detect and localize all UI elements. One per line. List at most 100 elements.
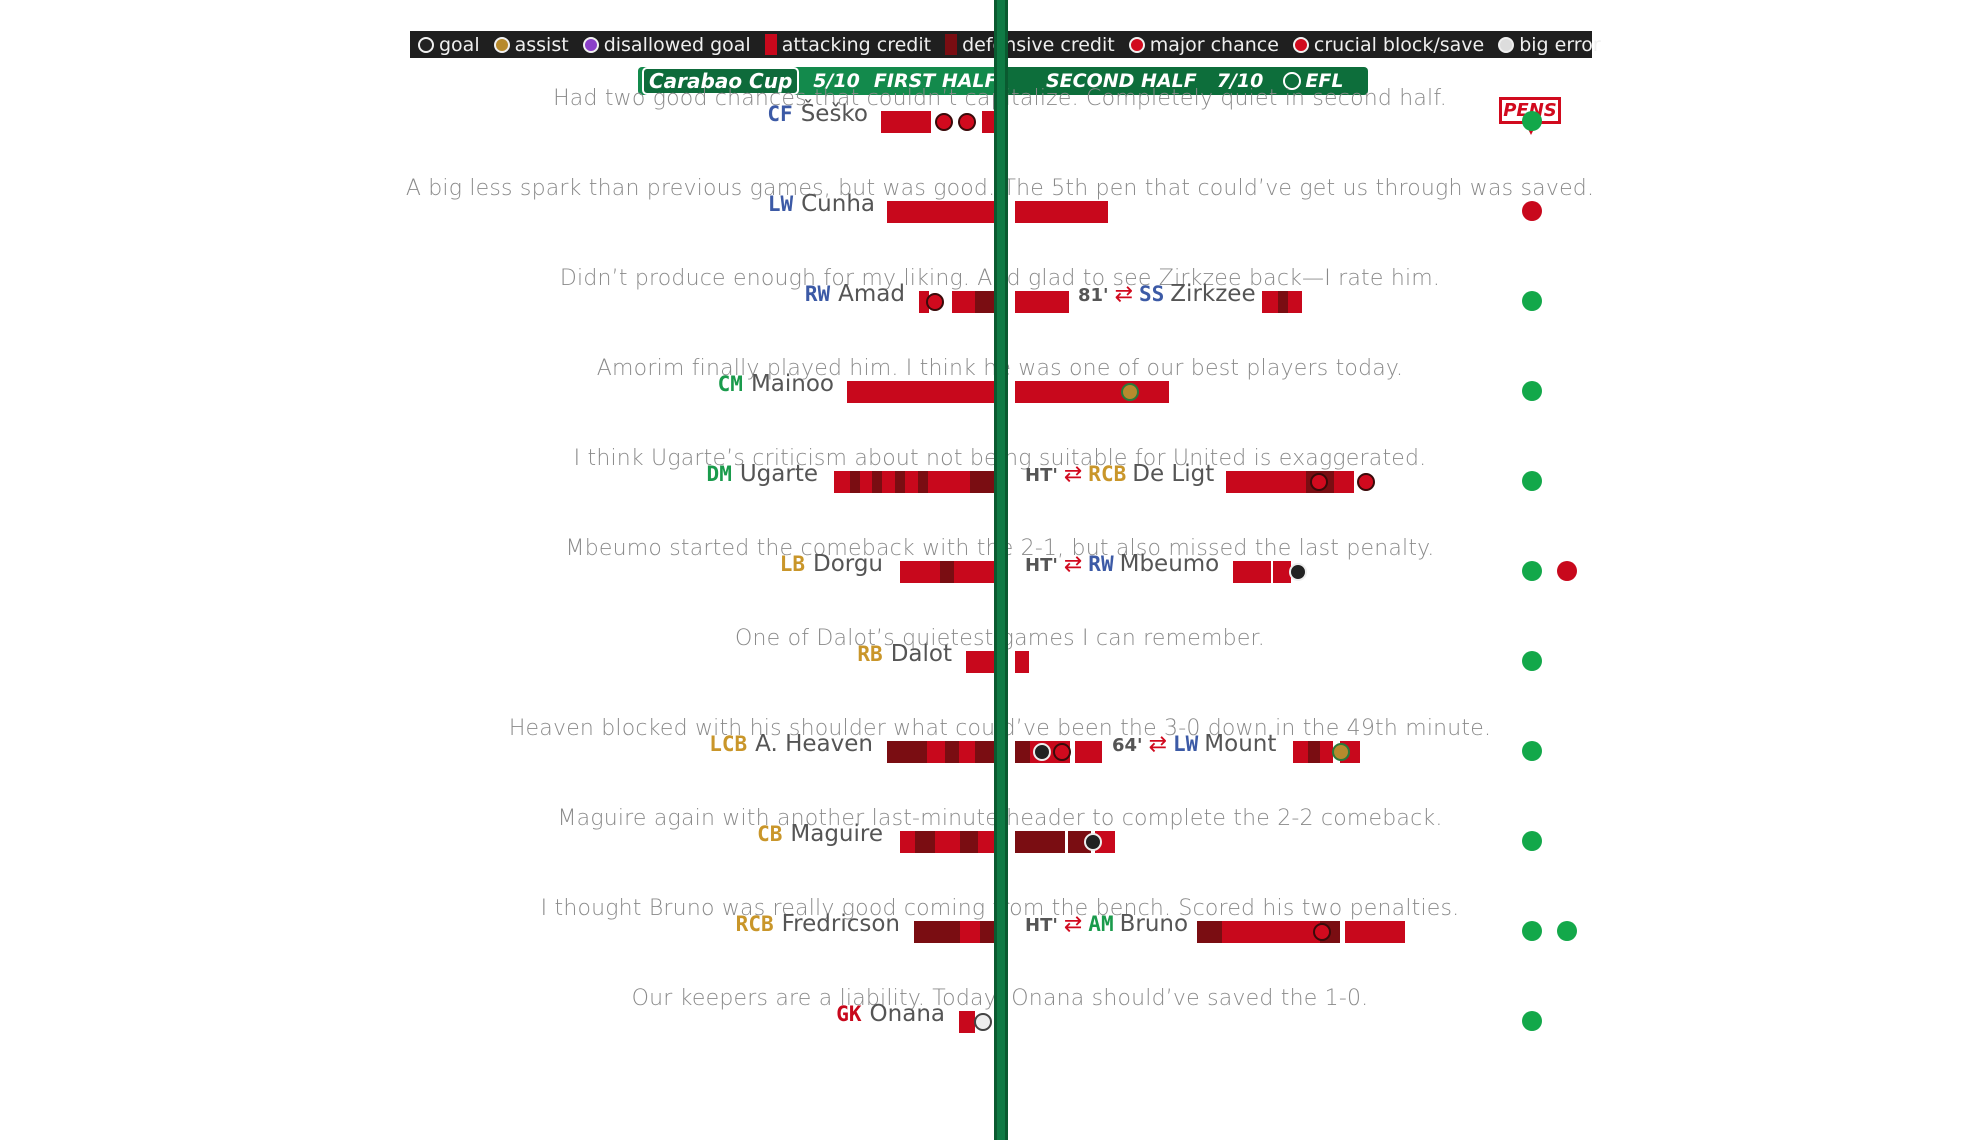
- attacking-credit-bar: [1143, 381, 1169, 403]
- player-position: CB: [757, 822, 783, 846]
- substitution: 81' ⇄ SS Zirkzee: [1078, 281, 1256, 307]
- attacking-credit-swatch: [764, 34, 777, 55]
- player-name-group: RW Amad: [805, 281, 905, 307]
- defensive-credit-bar: [1278, 291, 1288, 313]
- defensive-credit-bar: [850, 471, 860, 493]
- player-position: CM: [717, 372, 743, 396]
- player-name: A. Heaven: [755, 731, 873, 757]
- attacking-credit-bar: [1345, 921, 1405, 943]
- player-position: LCB: [709, 732, 748, 756]
- major-chance-icon: [1313, 923, 1331, 941]
- player-name: Onana: [869, 1001, 945, 1027]
- player-position: CF: [767, 102, 793, 126]
- defensive-credit-bar: [975, 291, 995, 313]
- major-chance-icon: [1357, 473, 1375, 491]
- attacking-credit-bar: [1226, 471, 1306, 493]
- goal-icon: [418, 36, 434, 53]
- first-half-rating: 5/10: [813, 70, 860, 92]
- major-chance-icon: [1128, 36, 1145, 53]
- player-name: Fredricson: [781, 911, 900, 937]
- half-divider: [994, 0, 1008, 1140]
- legend-item: major chance: [1128, 34, 1279, 56]
- goal-icon: [1289, 563, 1307, 581]
- legend-item: crucial block/save: [1292, 33, 1485, 56]
- sub-position: LW: [1173, 732, 1199, 756]
- defensive-credit-bar: [895, 471, 905, 493]
- player-name: Cunha: [801, 191, 875, 217]
- assist-icon: [493, 36, 510, 53]
- legend-label: big error: [1519, 33, 1601, 56]
- attacking-credit-bar: [966, 651, 995, 673]
- goal-icon: [1084, 833, 1102, 851]
- penalty-scored-icon: [1522, 381, 1542, 401]
- attacking-credit-bar: [881, 111, 931, 133]
- major-chance-icon: [926, 293, 944, 311]
- legend-item: assist: [493, 34, 569, 56]
- player-name-group: CF Šeško: [767, 101, 868, 127]
- league-label: EFL: [1305, 70, 1344, 92]
- attacking-credit-bar: [1015, 291, 1069, 313]
- sub-name: Mbeumo: [1119, 551, 1220, 577]
- substitution-icon: ⇄: [1063, 462, 1083, 487]
- attacking-credit-bar: [1233, 561, 1271, 583]
- attacking-credit-bar: [982, 111, 995, 133]
- sub-minute: HT': [1025, 915, 1058, 936]
- attacking-credit-bar: [1334, 471, 1354, 493]
- defensive-credit-bar: [960, 831, 978, 853]
- attacking-credit-bar: [1273, 561, 1291, 583]
- penalty-scored-icon: [1522, 921, 1542, 941]
- defensive-credit-bar: [1015, 741, 1030, 763]
- substitution-icon: ⇄: [1114, 282, 1133, 307]
- sub-name: De Ligt: [1132, 461, 1215, 487]
- sub-position: RCB: [1088, 462, 1127, 486]
- player-name-group: CM Mainoo: [718, 371, 834, 397]
- player-position: DM: [706, 462, 732, 486]
- attacking-credit-bar: [847, 381, 995, 403]
- attacking-credit-bar: [959, 1011, 975, 1033]
- sub-name: Bruno: [1119, 911, 1189, 937]
- defensive-credit-bar: [1197, 921, 1222, 943]
- disallowed-goal-icon: [582, 36, 599, 53]
- sub-position: RW: [1088, 552, 1114, 576]
- defensive-credit-bar: [1308, 741, 1320, 763]
- penalty-scored-icon: [1522, 561, 1542, 581]
- legend-label: attacking credit: [781, 33, 932, 56]
- legend-item: goal: [418, 34, 480, 56]
- legend-item: disallowed goal: [582, 33, 751, 56]
- penalty-scored-icon: [1522, 831, 1542, 851]
- penalty-scored-icon: [1522, 741, 1542, 761]
- legend-item: big error: [1498, 33, 1601, 56]
- penalty-scored-icon: [1557, 921, 1577, 941]
- player-position: LB: [779, 552, 805, 576]
- penalty-missed-icon: [1557, 561, 1577, 581]
- major-chance-icon: [958, 113, 976, 131]
- sub-position: SS: [1139, 282, 1165, 306]
- sub-name: Zirkzee: [1170, 281, 1256, 307]
- defensive-credit-bar: [1015, 831, 1065, 853]
- major-chance-icon: [1310, 473, 1328, 491]
- sub-minute: HT': [1025, 555, 1058, 576]
- player-name-group: CB Maguire: [757, 821, 883, 847]
- efl-badge-icon: [1283, 72, 1302, 90]
- first-half-label: FIRST HALF: [873, 70, 998, 92]
- major-chance-icon: [935, 113, 953, 131]
- attacking-credit-bar: [1015, 651, 1029, 673]
- major-chance-icon: [1053, 743, 1071, 761]
- defensive-credit-bar: [940, 561, 954, 583]
- substitution: HT' ⇄ RCB De Ligt: [1025, 461, 1214, 487]
- legend-label: crucial block/save: [1313, 33, 1485, 56]
- goal-icon: [1033, 743, 1051, 761]
- substitution-icon: ⇄: [1148, 732, 1167, 757]
- attacking-credit-bar: [919, 291, 929, 313]
- defensive-credit-swatch: [945, 34, 958, 55]
- player-name: Dalot: [890, 641, 952, 667]
- legend-label: disallowed goal: [603, 33, 751, 56]
- attacking-credit-bar: [1075, 741, 1102, 763]
- defensive-credit-bar: [914, 921, 995, 943]
- second-half-header: SECOND HALF 7/10 EFL: [1008, 67, 1368, 95]
- player-name: Maguire: [790, 821, 883, 847]
- player-name: Ugarte: [739, 461, 818, 487]
- legend-item: attacking credit: [764, 33, 932, 56]
- player-name-group: RB Dalot: [857, 641, 952, 667]
